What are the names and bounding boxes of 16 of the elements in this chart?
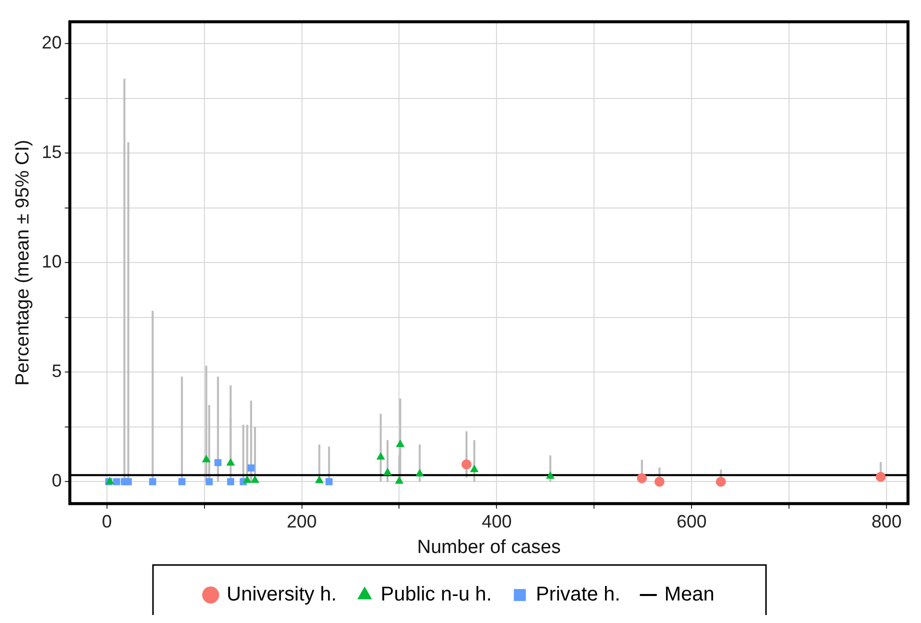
y-tick-label: 0 — [52, 470, 62, 491]
legend-label: University h. — [226, 584, 337, 606]
y-tick-label: 15 — [42, 142, 62, 162]
y-tick-label: 20 — [42, 32, 62, 53]
x-tick-label: 200 — [286, 511, 317, 532]
y-tick-label: 5 — [52, 361, 62, 382]
x-axis-title: Number of cases — [417, 536, 561, 558]
y-axis-title: Percentage (mean ± 95% CI) — [12, 140, 34, 386]
x-tick-label: 600 — [676, 511, 707, 532]
legend-label: Public n-u h. — [380, 584, 492, 606]
legend-label: Private h. — [536, 584, 620, 606]
legend-label: Mean — [664, 584, 714, 606]
y-tick-label: 10 — [42, 252, 62, 272]
x-tick-label: 400 — [482, 511, 512, 532]
x-tick-label: 800 — [872, 511, 902, 532]
x-tick-label: 0 — [102, 511, 112, 532]
